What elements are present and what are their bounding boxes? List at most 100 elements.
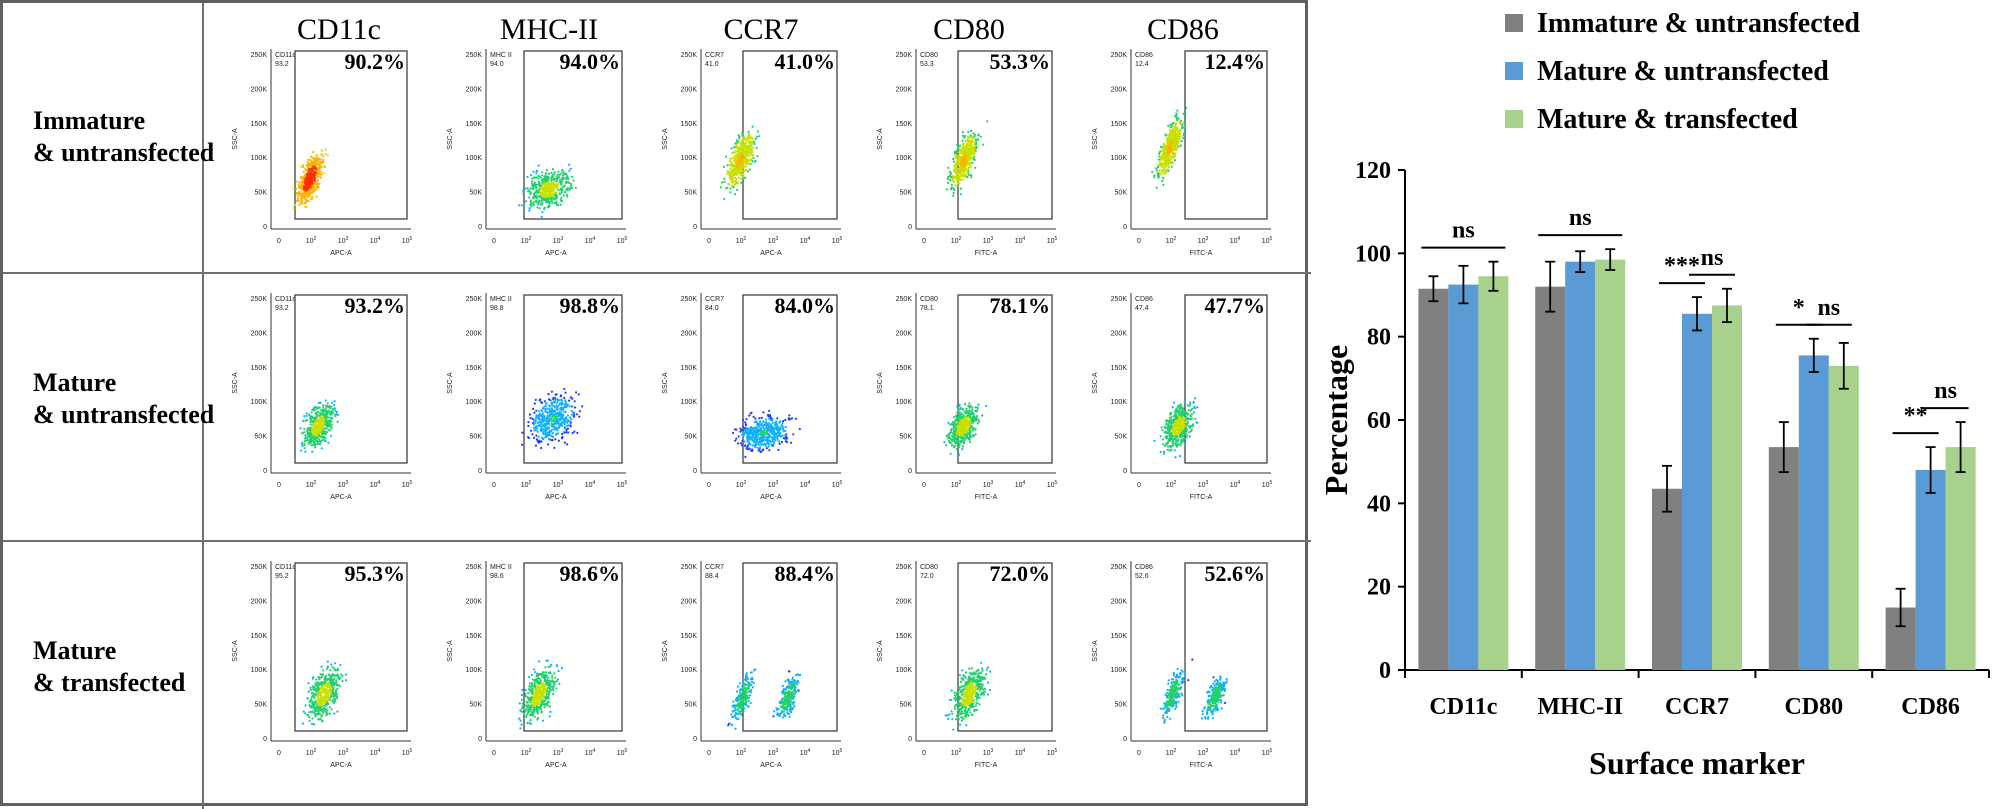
event-dot: [552, 436, 554, 438]
event-dot: [1168, 166, 1170, 168]
event-dot: [970, 174, 972, 176]
event-dot: [578, 416, 580, 418]
plot-y-tick: 200K: [251, 330, 268, 337]
event-dot: [1155, 167, 1157, 169]
plot-y-axis-label: SSC-A: [877, 372, 884, 394]
event-dot: [972, 413, 974, 415]
event-dot: [776, 417, 778, 419]
event-dot: [327, 402, 329, 404]
plot-x-axis-label: APC-A: [760, 494, 782, 501]
event-dot: [959, 174, 961, 176]
event-dot: [326, 410, 328, 412]
event-dot: [1188, 405, 1190, 407]
plot-y-tick: 250K: [251, 296, 268, 303]
event-dot: [1160, 435, 1162, 437]
plot-x-tick: 102: [736, 480, 747, 489]
event-dot: [310, 188, 312, 190]
event-dot: [951, 184, 953, 186]
event-dot: [757, 155, 759, 157]
event-dot: [1184, 125, 1186, 127]
event-dot: [745, 423, 747, 425]
event-dot: [554, 406, 556, 408]
event-dot: [1174, 131, 1176, 133]
event-dot: [971, 162, 973, 164]
event-dot: [959, 404, 961, 406]
event-dot: [742, 419, 744, 421]
gate-percentage: 98.8%: [560, 293, 621, 318]
event-dot: [308, 163, 310, 165]
plot-y-tick: 50K: [255, 702, 268, 709]
plot-y-tick: 250K: [1111, 296, 1128, 303]
event-dot: [313, 151, 315, 153]
event-dot: [1174, 153, 1176, 155]
event-dot: [746, 140, 748, 142]
event-dot: [973, 158, 975, 160]
event-dot: [307, 180, 309, 182]
event-dot: [567, 414, 569, 416]
event-dot: [775, 432, 777, 434]
event-dot: [534, 177, 536, 179]
event-dot: [300, 196, 302, 198]
event-dot: [760, 444, 762, 446]
event-dot: [955, 155, 957, 157]
event-dot: [559, 174, 561, 176]
event-dot: [537, 440, 539, 442]
event-dot: [536, 206, 538, 208]
event-dot: [736, 189, 738, 191]
event-dot: [1167, 449, 1169, 451]
event-dot: [777, 449, 779, 451]
event-dot: [313, 428, 315, 430]
event-dot: [308, 413, 310, 415]
gate-percentage: 84.0%: [775, 293, 836, 318]
event-dot: [560, 394, 562, 396]
event-dot: [315, 163, 317, 165]
plot-x-tick: 104: [1230, 236, 1241, 245]
event-dot: [1180, 429, 1182, 431]
event-dot: [529, 414, 531, 416]
plot-y-tick: 0: [263, 468, 267, 475]
event-dot: [1185, 412, 1187, 414]
event-dot: [540, 422, 542, 424]
event-dot: [305, 704, 307, 706]
event-dot: [961, 424, 963, 426]
event-dot: [750, 426, 752, 428]
event-dot: [524, 188, 526, 190]
event-dot: [964, 419, 966, 421]
event-dot: [756, 136, 758, 138]
event-dot: [1167, 170, 1169, 172]
event-dot: [1180, 123, 1182, 125]
event-dot: [559, 181, 561, 183]
event-dot: [544, 400, 546, 402]
event-dot: [1191, 429, 1193, 431]
plot-x-tick: 104: [370, 236, 381, 245]
event-dot: [1180, 421, 1182, 423]
event-dot: [966, 170, 968, 172]
event-dot: [545, 434, 547, 436]
event-dot: [528, 209, 530, 211]
event-dot: [322, 155, 324, 157]
event-dot: [311, 411, 313, 413]
event-dot: [977, 404, 979, 406]
event-dot: [742, 145, 744, 147]
event-dot: [561, 424, 563, 426]
event-dot: [742, 148, 744, 150]
event-dot: [546, 169, 548, 171]
gate-name: CD11c: [275, 296, 296, 303]
event-dot: [318, 425, 320, 427]
event-dot: [303, 444, 305, 446]
event-dot: [316, 415, 318, 417]
event-dot: [1191, 418, 1193, 420]
event-dot: [545, 187, 547, 189]
event-dot: [755, 433, 757, 435]
event-dot: [565, 177, 567, 179]
event-dot: [319, 443, 321, 445]
plot-y-tick: 100K: [466, 155, 483, 162]
event-dot: [758, 135, 760, 137]
event-dot: [736, 146, 738, 148]
event-dot: [325, 399, 327, 401]
event-dot: [323, 428, 325, 430]
event-dot: [313, 186, 315, 188]
event-dot: [788, 414, 790, 416]
event-dot: [325, 440, 327, 442]
event-dot: [1175, 409, 1177, 411]
